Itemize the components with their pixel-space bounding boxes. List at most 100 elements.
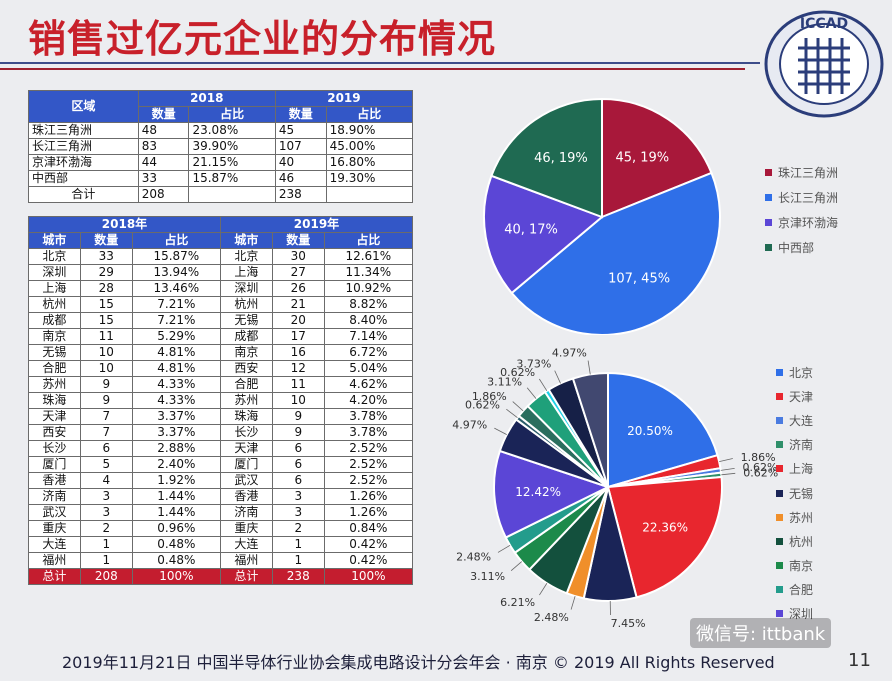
slice-label: 20.50% <box>627 424 673 438</box>
share-2018: 4.81% <box>131 344 221 361</box>
share-2019: 7.14% <box>323 328 414 345</box>
leader-line <box>506 408 518 419</box>
count-2019: 17 <box>271 328 325 345</box>
count-2018: 2 <box>79 520 133 537</box>
city-2019: 武汉 <box>219 472 273 489</box>
legend-swatch <box>765 194 772 201</box>
leader-line <box>539 378 548 392</box>
legend-swatch <box>776 368 783 376</box>
city-2018: 福州 <box>28 552 81 569</box>
city-2018: 厦门 <box>28 456 81 473</box>
table-row: 深圳 29 13.94% 上海 27 11.34% <box>28 264 414 281</box>
leader-line <box>719 458 733 463</box>
legend-swatch <box>776 465 783 473</box>
region-count-2019: 107 <box>274 138 327 155</box>
slice-label: 2.48% <box>534 611 569 624</box>
slice-label: 1.86% <box>472 390 507 403</box>
pie-slice <box>607 371 719 489</box>
legend-item: 珠江三角洲 <box>765 160 838 185</box>
count-2018: 1 <box>79 552 133 569</box>
region-share-2019: 19.30% <box>325 170 414 187</box>
count-2019: 9 <box>271 408 325 425</box>
header-2019: 2019 <box>274 90 414 107</box>
leader-line <box>720 467 735 471</box>
title-rule <box>0 62 760 64</box>
share-2018: 4.81% <box>131 360 221 377</box>
count-2018: 7 <box>79 408 133 425</box>
count-2018: 9 <box>79 376 133 393</box>
logo-text: ICCAD <box>800 16 848 32</box>
table-row: 京津环渤海 44 21.15% 40 16.80% <box>28 154 414 171</box>
count-2018: 9 <box>79 392 133 409</box>
city-total-share-2019: 100% <box>323 568 414 585</box>
region-count-2018: 83 <box>137 138 190 155</box>
count-2018: 10 <box>79 360 133 377</box>
city-2019: 长沙 <box>219 424 273 441</box>
city-total-share-2018: 100% <box>131 568 221 585</box>
footer-text: 2019年11月21日 中国半导体行业协会集成电路设计分会年会 · 南京 © 2… <box>62 653 775 672</box>
leader-line <box>510 561 522 571</box>
count-2019: 2 <box>271 520 325 537</box>
share-2019: 8.82% <box>323 296 414 313</box>
slice-label: 12.42% <box>515 485 561 499</box>
count-2018: 3 <box>79 504 133 521</box>
table-row: 珠海 9 4.33% 苏州 10 4.20% <box>28 392 414 409</box>
city-2019: 天津 <box>219 440 273 457</box>
header-count-2019: 数量 <box>274 106 327 123</box>
table-row: 香港 4 1.92% 武汉 6 2.52% <box>28 472 414 489</box>
region-share-2018: 39.90% <box>188 138 276 155</box>
count-2018: 10 <box>79 344 133 361</box>
legend-item: 上海 <box>776 457 813 481</box>
count-2018: 3 <box>79 488 133 505</box>
legend-label: 无锡 <box>789 486 814 501</box>
header-share-2018: 占比 <box>188 106 276 123</box>
count-2018: 28 <box>79 280 133 297</box>
legend-label: 苏州 <box>789 510 814 525</box>
legend-item: 济南 <box>776 433 813 457</box>
slice-label: 0.62% <box>743 461 778 474</box>
leader-line <box>497 544 511 553</box>
table-row: 上海 28 13.46% 深圳 26 10.92% <box>28 280 414 297</box>
table-row: 珠江三角洲 48 23.08% 45 18.90% <box>28 122 414 139</box>
slice-label: 6.21% <box>500 596 535 609</box>
region-total-2018: 208 <box>137 186 190 203</box>
page-title: 销售过亿元企业的分布情况 <box>28 17 497 61</box>
table-row: 重庆 2 0.96% 重庆 2 0.84% <box>28 520 414 537</box>
city-2019: 南京 <box>219 344 273 361</box>
leader-line <box>570 596 576 610</box>
title-rule-red <box>0 68 745 70</box>
legend-item: 北京 <box>776 360 813 384</box>
pie-slice <box>483 174 604 295</box>
share-2019: 1.26% <box>323 504 414 521</box>
count-2019: 1 <box>271 552 325 569</box>
leader-line <box>587 360 591 375</box>
slice-label: 0.62% <box>465 398 500 411</box>
city-2019: 合肥 <box>219 376 273 393</box>
share-2018: 0.48% <box>131 552 221 569</box>
share-2019: 3.78% <box>323 424 414 441</box>
table-row: 长沙 6 2.88% 天津 6 2.52% <box>28 440 414 457</box>
region-count-2019: 40 <box>274 154 327 171</box>
legend-swatch <box>776 562 783 570</box>
header-city-2018: 城市 <box>28 232 81 249</box>
slice-label: 1.86% <box>741 451 776 464</box>
legend-swatch <box>776 392 783 400</box>
share-2018: 0.96% <box>131 520 221 537</box>
region-share-2018: 15.87% <box>188 170 276 187</box>
city-2018: 上海 <box>28 280 81 297</box>
leader-line <box>539 583 548 596</box>
region-count-2018: 33 <box>137 170 190 187</box>
count-2018: 15 <box>79 296 133 313</box>
share-2018: 0.48% <box>131 536 221 553</box>
legend-item: 大连 <box>776 408 813 432</box>
header-share-2019: 占比 <box>325 106 414 123</box>
city-2018: 无锡 <box>28 344 81 361</box>
share-2019: 0.42% <box>323 536 414 553</box>
city-2018: 重庆 <box>28 520 81 537</box>
city-2018: 大连 <box>28 536 81 553</box>
count-2019: 16 <box>271 344 325 361</box>
legend-label: 珠江三角洲 <box>778 166 839 180</box>
legend-swatch <box>776 513 783 521</box>
table-row: 济南 3 1.44% 香港 3 1.26% <box>28 488 414 505</box>
legend-item: 南京 <box>776 554 813 578</box>
